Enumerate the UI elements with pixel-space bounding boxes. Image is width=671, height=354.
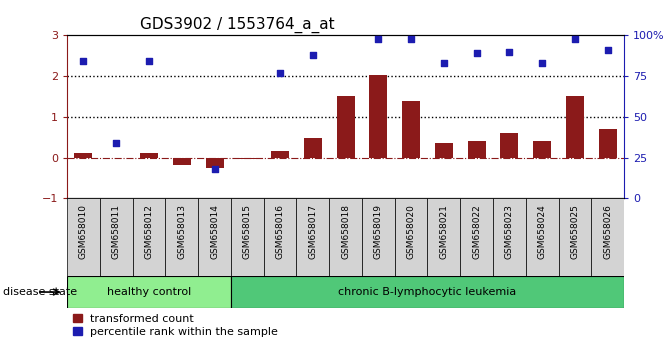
Point <box>144 59 154 64</box>
Point <box>504 49 515 55</box>
Bar <box>172 158 191 165</box>
FancyBboxPatch shape <box>427 198 460 276</box>
Bar <box>402 101 420 158</box>
Text: GSM658025: GSM658025 <box>570 205 579 259</box>
Point <box>570 36 580 41</box>
Text: GSM658018: GSM658018 <box>341 205 350 259</box>
Bar <box>74 153 93 158</box>
Point <box>537 60 548 66</box>
Point <box>603 47 613 53</box>
FancyBboxPatch shape <box>362 198 395 276</box>
Text: GSM658014: GSM658014 <box>210 205 219 259</box>
Text: GSM658011: GSM658011 <box>112 205 121 259</box>
Point <box>78 59 89 64</box>
FancyBboxPatch shape <box>100 198 133 276</box>
FancyBboxPatch shape <box>67 276 231 308</box>
Bar <box>304 138 322 158</box>
Point <box>471 51 482 56</box>
Text: GSM658015: GSM658015 <box>243 205 252 259</box>
Legend: transformed count, percentile rank within the sample: transformed count, percentile rank withi… <box>72 314 278 337</box>
Text: healthy control: healthy control <box>107 287 191 297</box>
FancyBboxPatch shape <box>558 198 591 276</box>
Text: GSM658020: GSM658020 <box>407 205 415 259</box>
Bar <box>435 143 453 158</box>
Point <box>307 52 318 58</box>
Text: GSM658026: GSM658026 <box>603 205 612 259</box>
Text: disease state: disease state <box>3 287 77 297</box>
Text: GSM658016: GSM658016 <box>276 205 285 259</box>
FancyBboxPatch shape <box>526 198 558 276</box>
FancyBboxPatch shape <box>198 198 231 276</box>
Text: chronic B-lymphocytic leukemia: chronic B-lymphocytic leukemia <box>338 287 517 297</box>
Text: GSM658010: GSM658010 <box>79 205 88 259</box>
FancyBboxPatch shape <box>264 198 297 276</box>
FancyBboxPatch shape <box>165 198 198 276</box>
Bar <box>337 96 354 158</box>
Point <box>406 36 417 41</box>
FancyBboxPatch shape <box>395 198 427 276</box>
FancyBboxPatch shape <box>67 198 100 276</box>
Bar <box>238 158 256 159</box>
Point <box>274 70 285 76</box>
FancyBboxPatch shape <box>460 198 493 276</box>
Point <box>373 36 384 41</box>
Text: GSM658021: GSM658021 <box>440 205 448 259</box>
Bar <box>533 141 551 158</box>
Bar <box>369 75 387 158</box>
FancyBboxPatch shape <box>231 276 624 308</box>
Point <box>111 140 121 146</box>
Bar <box>140 154 158 158</box>
Point <box>438 60 449 66</box>
Bar <box>599 129 617 158</box>
FancyBboxPatch shape <box>591 198 624 276</box>
Point <box>209 166 220 172</box>
Text: GSM658019: GSM658019 <box>374 205 383 259</box>
FancyBboxPatch shape <box>231 198 264 276</box>
Bar <box>205 158 223 168</box>
Bar <box>468 141 486 158</box>
Text: GSM658024: GSM658024 <box>537 205 547 259</box>
FancyBboxPatch shape <box>493 198 526 276</box>
Bar <box>271 152 289 158</box>
Text: GSM658022: GSM658022 <box>472 205 481 259</box>
Text: GSM658013: GSM658013 <box>177 205 187 259</box>
Text: GSM658017: GSM658017 <box>308 205 317 259</box>
Bar <box>501 133 519 158</box>
FancyBboxPatch shape <box>329 198 362 276</box>
Text: GSM658012: GSM658012 <box>144 205 154 259</box>
FancyBboxPatch shape <box>297 198 329 276</box>
Text: GSM658023: GSM658023 <box>505 205 514 259</box>
FancyBboxPatch shape <box>133 198 165 276</box>
Bar <box>566 96 584 158</box>
Text: GDS3902 / 1553764_a_at: GDS3902 / 1553764_a_at <box>140 16 334 33</box>
